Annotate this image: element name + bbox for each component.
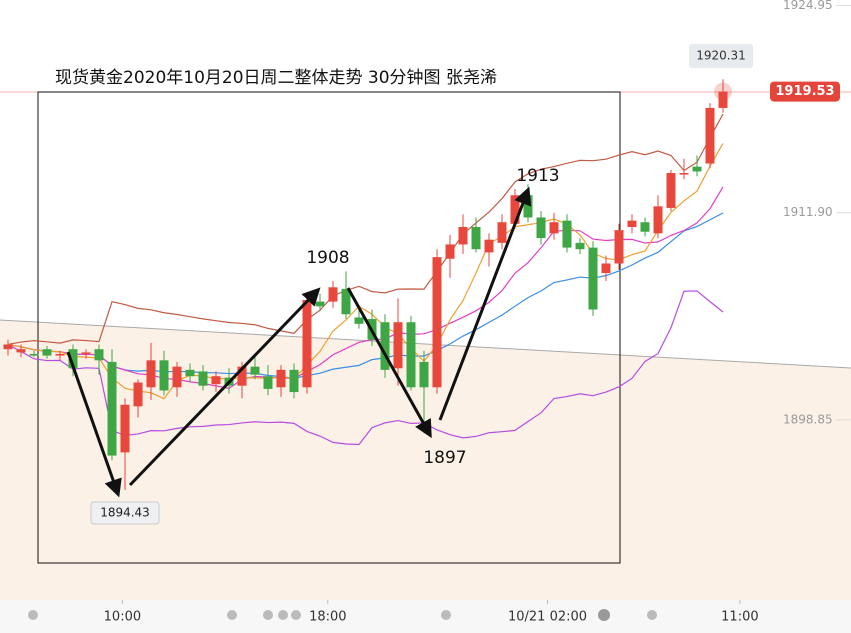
candle-body (692, 166, 702, 172)
candle-body (497, 222, 507, 243)
candle-body (406, 322, 416, 388)
candle-body (29, 353, 39, 356)
annotation: 1913 (516, 166, 559, 186)
candle-body (458, 226, 468, 245)
candle-body (640, 222, 650, 232)
x-axis-bar (0, 600, 851, 633)
candle-body (16, 349, 26, 353)
candle-body (107, 361, 117, 456)
candle-body (341, 288, 351, 315)
candle-body (276, 369, 286, 388)
candle-body (705, 107, 715, 164)
candle-body (562, 220, 572, 248)
candle-body (263, 376, 273, 389)
high-label: 1920.31 (696, 49, 746, 63)
y-tick-label: 1898.85 (783, 412, 833, 426)
arrow (346, 287, 432, 439)
arrow (438, 186, 532, 421)
candle-body (120, 404, 130, 453)
candle-body (393, 322, 403, 369)
y-tick-label: 1924.95 (783, 0, 833, 12)
candle-body (445, 244, 455, 259)
annotation: 1897 (423, 448, 466, 468)
candle-body (302, 300, 312, 388)
annotation: 1908 (306, 248, 349, 268)
arrow (128, 287, 321, 487)
candle-body (614, 230, 624, 264)
candle-body (627, 220, 637, 227)
ma10-line (7, 186, 724, 390)
candle-body (471, 226, 481, 250)
candle-body (185, 369, 195, 377)
candle-body (510, 195, 520, 224)
candle-body (575, 242, 585, 250)
candle-body (250, 366, 260, 375)
candle-body (601, 263, 611, 274)
frame-box (37, 91, 621, 564)
low-label: 1894.43 (100, 506, 150, 520)
ma5-line (7, 143, 724, 400)
candle-body (159, 360, 169, 391)
chart-title: 现货黄金2020年10月20日周二整体走势 30分钟图 张尧浠 (55, 68, 497, 88)
candle-body (419, 361, 429, 388)
candle-body (3, 344, 13, 350)
price-tag (770, 81, 840, 102)
candle-body (198, 371, 208, 386)
candle-body (666, 173, 676, 208)
candle-body (653, 206, 663, 234)
upper-band (7, 113, 724, 346)
candle-body (328, 287, 338, 302)
candle-body (484, 239, 494, 253)
y-tick-label: 1911.90 (783, 205, 833, 219)
price-tag-label: 1919.53 (775, 84, 834, 99)
candle-body (68, 349, 78, 369)
candle-body (432, 257, 442, 388)
trend-line (0, 319, 851, 369)
candle-body (133, 382, 143, 407)
candle-body (211, 376, 221, 385)
candle-body (55, 353, 65, 356)
candle-body (42, 349, 52, 356)
candle-body (81, 352, 91, 354)
candle-body (237, 366, 247, 386)
candle-body (146, 360, 156, 388)
x-tick-label: 10:00 (104, 610, 141, 625)
x-tick-label: 11:00 (721, 610, 758, 625)
x-tick-label: 10/21 02:00 (508, 610, 587, 625)
candle-body (549, 222, 559, 234)
candle-body (172, 366, 182, 388)
last-dot (714, 82, 732, 101)
axis-dots (28, 609, 657, 621)
candle-body (679, 173, 689, 175)
candle-body (588, 247, 598, 310)
candle-body (536, 217, 546, 239)
background-zone (0, 320, 851, 600)
candle-body (354, 317, 364, 324)
candle-body (94, 349, 104, 361)
x-tick-label: 18:00 (309, 610, 346, 625)
candle-body (315, 301, 325, 307)
arrow (66, 351, 122, 498)
candle-body (289, 369, 299, 393)
candle-body (380, 322, 390, 370)
low-label-box (90, 501, 160, 525)
high-label-box (689, 44, 753, 68)
candle-body (718, 91, 728, 108)
